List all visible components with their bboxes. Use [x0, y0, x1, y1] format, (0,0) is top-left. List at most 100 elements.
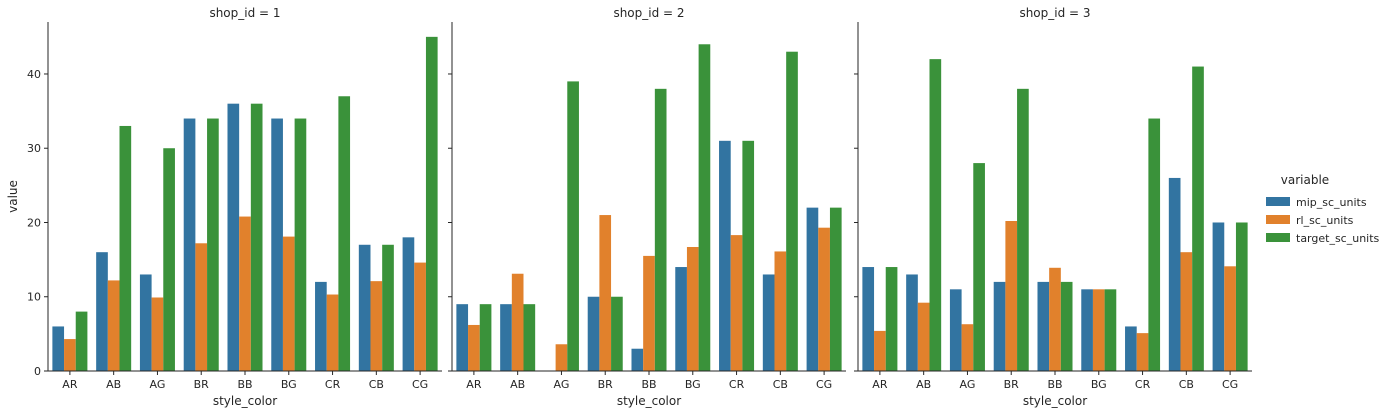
bar-mip_sc_units-BG	[271, 118, 283, 371]
x-tick-label: CG	[412, 378, 428, 391]
bar-target_sc_units-AG	[973, 163, 985, 371]
bar-rl_sc_units-AB	[917, 302, 930, 371]
bar-target_sc_units-AB	[929, 59, 942, 371]
bar-rl_sc_units-AR	[64, 339, 76, 371]
bar-mip_sc_units-CB	[1168, 177, 1181, 371]
bar-target_sc_units-BG	[1104, 289, 1117, 371]
bar-target_sc_units-BB	[1060, 281, 1073, 371]
x-tick-label: AB	[510, 378, 525, 391]
bar-target_sc_units-AR	[479, 304, 492, 371]
bar-target_sc_units-CR	[1148, 118, 1161, 371]
bar-rl_sc_units-CB	[774, 251, 787, 371]
x-tick-label: AR	[872, 378, 888, 391]
bar-mip_sc_units-BR	[993, 281, 1006, 371]
bar-target_sc_units-BR	[1017, 88, 1029, 371]
bar-rl_sc_units-BR	[599, 215, 612, 371]
bar-target_sc_units-BR	[611, 296, 623, 371]
y-tick-label: 20	[27, 216, 41, 229]
legend-swatch-target_sc_units	[1266, 233, 1290, 242]
bar-rl_sc_units-CB	[1180, 252, 1193, 371]
x-tick-label: CR	[729, 378, 745, 391]
bar-rl_sc_units-CR	[1136, 333, 1149, 371]
bar-target_sc_units-CB	[1192, 66, 1204, 372]
bar-rl_sc_units-BR	[195, 243, 208, 371]
bar-rl_sc_units-BG	[282, 236, 295, 371]
bar-mip_sc_units-BG	[675, 267, 687, 371]
x-tick-label: CB	[773, 378, 788, 391]
legend-label-mip_sc_units: mip_sc_units	[1296, 196, 1367, 209]
bar-mip_sc_units-CR	[315, 281, 327, 371]
bar-target_sc_units-AG	[163, 148, 175, 371]
x-tick-label: AR	[62, 378, 78, 391]
x-tick-label: BR	[598, 378, 614, 391]
bar-target_sc_units-AR	[75, 311, 88, 371]
panel-title-3: shop_id = 3	[1019, 6, 1090, 20]
bar-rl_sc_units-AB	[511, 273, 524, 371]
y-axis-label: value	[6, 180, 20, 213]
bar-mip_sc_units-AR	[862, 267, 875, 371]
bar-rl_sc_units-CR	[730, 235, 743, 371]
x-tick-label: BG	[685, 378, 701, 391]
bar-mip_sc_units-CB	[762, 274, 775, 371]
x-tick-label: BB	[1047, 378, 1062, 391]
bar-mip_sc_units-BG	[1081, 289, 1093, 371]
bar-target_sc_units-CB	[382, 244, 394, 371]
x-tick-label: CB	[1179, 378, 1194, 391]
bar-target_sc_units-AB	[119, 125, 132, 372]
panel-title-2: shop_id = 2	[613, 6, 684, 20]
bar-rl_sc_units-CG	[414, 262, 426, 371]
x-tick-label: CB	[369, 378, 384, 391]
bar-rl_sc_units-AG	[151, 297, 164, 371]
bar-rl_sc_units-CB	[370, 281, 383, 371]
x-tick-label: CR	[325, 378, 341, 391]
legend-label-rl_sc_units: rl_sc_units	[1296, 214, 1354, 227]
bar-rl_sc_units-AR	[468, 324, 480, 371]
bar-mip_sc_units-BB	[1037, 281, 1050, 371]
bar-mip_sc_units-AB	[96, 252, 108, 371]
bar-rl_sc_units-BR	[1005, 221, 1018, 371]
bar-rl_sc_units-CG	[1224, 266, 1236, 371]
bar-target_sc_units-CB	[786, 51, 798, 371]
bar-mip_sc_units-AG	[949, 289, 962, 371]
bar-mip_sc_units-CR	[1125, 326, 1137, 371]
bar-rl_sc_units-BB	[643, 255, 655, 371]
x-tick-label: AG	[554, 378, 570, 391]
x-tick-label: BR	[194, 378, 210, 391]
y-tick-label: 10	[27, 291, 41, 304]
bar-target_sc_units-BB	[250, 103, 263, 372]
bar-rl_sc_units-AG	[555, 344, 568, 371]
bar-target_sc_units-CR	[338, 96, 351, 371]
y-tick-label: 30	[27, 142, 41, 155]
x-tick-label: BB	[237, 378, 252, 391]
bar-rl_sc_units-CR	[326, 294, 339, 371]
bar-rl_sc_units-AB	[107, 280, 120, 371]
panel-title-1: shop_id = 1	[209, 6, 280, 20]
bar-rl_sc_units-BG	[686, 246, 699, 371]
bar-target_sc_units-CG	[425, 36, 438, 371]
bar-mip_sc_units-BB	[227, 103, 240, 372]
y-tick-label: 0	[34, 365, 41, 378]
x-tick-label: CR	[1135, 378, 1151, 391]
x-tick-label: AB	[106, 378, 121, 391]
legend-title: variable	[1281, 173, 1329, 187]
bar-target_sc_units-AR	[885, 267, 898, 371]
x-tick-label: BG	[281, 378, 297, 391]
x-tick-label: CG	[1222, 378, 1238, 391]
bar-rl_sc_units-CG	[818, 227, 830, 371]
x-axis-label: style_color	[617, 394, 681, 408]
x-tick-label: AR	[466, 378, 482, 391]
bar-rl_sc_units-AG	[961, 324, 974, 371]
bar-mip_sc_units-CG	[402, 237, 415, 371]
x-axis-label: style_color	[213, 394, 277, 408]
x-tick-label: AG	[960, 378, 976, 391]
x-tick-label: BR	[1004, 378, 1020, 391]
legend-swatch-mip_sc_units	[1266, 197, 1290, 206]
legend-label-target_sc_units: target_sc_units	[1296, 232, 1380, 245]
bar-rl_sc_units-BB	[1049, 267, 1061, 371]
bar-mip_sc_units-CG	[806, 207, 819, 371]
bar-target_sc_units-AB	[523, 304, 536, 371]
x-tick-label: AB	[916, 378, 931, 391]
bar-target_sc_units-BB	[654, 88, 667, 371]
x-tick-label: BB	[641, 378, 656, 391]
